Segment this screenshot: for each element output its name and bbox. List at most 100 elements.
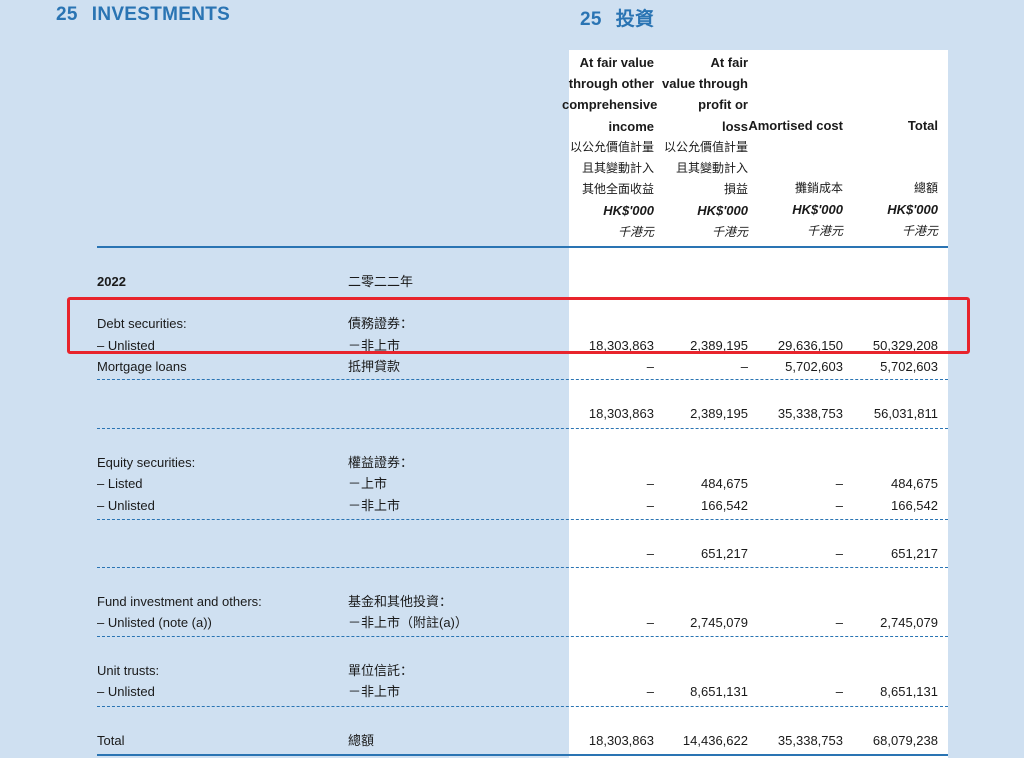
cell-value: 2,389,195: [690, 406, 748, 421]
header-line: loss: [721, 118, 748, 134]
cell-value: –: [646, 546, 654, 561]
column-header-total: Total 總額 HK$'000 千港元: [846, 115, 938, 242]
row-label: Unit trusts:: [97, 663, 160, 678]
column-header-fvtpl: At fair value through profit or loss 以公允…: [656, 52, 748, 243]
cell-value: 14,436,622: [682, 733, 748, 748]
cell-value: –: [835, 615, 843, 630]
header-line: income: [608, 118, 654, 134]
cell-value: –: [835, 546, 843, 561]
row-label-zh: －上市: [348, 476, 388, 491]
row-label-zh: －非上市: [348, 684, 401, 699]
header-line-zh: 且其變動計入: [581, 161, 654, 176]
row-label: – Unlisted: [97, 684, 155, 699]
row-label: – Listed: [97, 476, 143, 491]
header-line-zh: 且其變動計入: [675, 161, 748, 176]
header-line-zh: 損益: [723, 182, 748, 197]
divider: [97, 636, 948, 637]
cell-value: –: [646, 498, 654, 513]
divider: [97, 379, 948, 380]
debt-unlisted-row: – Unlisted －非上市 18,303,863 2,389,195 29,…: [0, 335, 1024, 357]
row-label-zh: 權益證券：: [348, 455, 414, 470]
cell-value: 8,651,131: [880, 684, 938, 699]
cell-value: 484,675: [891, 476, 938, 491]
cell-value: 56,031,811: [873, 406, 938, 421]
header-line: Total: [907, 118, 938, 133]
divider: [97, 567, 948, 568]
header-line-zh: 總額: [913, 181, 938, 196]
header-unit: HK$'000: [697, 203, 748, 219]
header-unit-zh: 千港元: [617, 224, 654, 239]
cell-value: 166,542: [891, 498, 938, 513]
row-label-zh: －非上市: [348, 498, 401, 513]
debt-subtotal-row: 18,303,863 2,389,195 35,338,753 56,031,8…: [0, 403, 1024, 425]
header-line: profit or: [698, 97, 748, 113]
trusts-unlisted-row: – Unlisted －非上市 – 8,651,131 – 8,651,131: [0, 681, 1024, 703]
trusts-label-row: Unit trusts: 單位信託：: [0, 660, 1024, 682]
cell-value: –: [835, 684, 843, 699]
cell-value: 29,636,150: [777, 338, 843, 353]
header-unit-zh: 千港元: [806, 223, 843, 238]
cell-value: 484,675: [701, 476, 748, 491]
header-unit: HK$'000: [603, 203, 654, 219]
cell-value: –: [646, 476, 654, 491]
header-line-zh: 其他全面收益: [581, 182, 654, 197]
equity-listed-row: – Listed －上市 – 484,675 – 484,675: [0, 473, 1024, 495]
header-rule: [97, 246, 948, 248]
total-rule: [97, 754, 948, 756]
column-header-amortised: Amortised cost 攤銷成本 HK$'000 千港元: [746, 115, 843, 242]
row-label-zh: 債務證券：: [348, 316, 414, 331]
header-line-zh: 以公允價值計量: [663, 139, 748, 154]
divider: [97, 428, 948, 429]
row-label-zh: －非上市（附註(a)）: [348, 615, 468, 630]
equity-label-row: Equity securities: 權益證券：: [0, 452, 1024, 474]
section-heading-zh: 25 投資: [580, 4, 654, 31]
divider: [97, 519, 948, 520]
header-line: Amortised cost: [748, 118, 843, 133]
cell-value: –: [646, 615, 654, 630]
fund-label-row: Fund investment and others: 基金和其他投資：: [0, 591, 1024, 613]
mortgage-row: Mortgage loans 抵押貸款 – – 5,702,603 5,702,…: [0, 356, 1024, 378]
row-label: Equity securities:: [97, 455, 196, 470]
total-row: Total 總額 18,303,863 14,436,622 35,338,75…: [0, 730, 1024, 752]
cell-value: 5,702,603: [785, 359, 843, 374]
section-number-zh: 25: [580, 9, 602, 30]
header-line: comprehensive: [562, 97, 658, 113]
header-unit: HK$'000: [887, 202, 938, 218]
cell-value: 18,303,863: [588, 733, 654, 748]
row-label-zh: 單位信託：: [348, 663, 414, 678]
equity-unlisted-row: – Unlisted －非上市 – 166,542 – 166,542: [0, 495, 1024, 517]
cell-value: –: [835, 476, 843, 491]
cell-value: 18,303,863: [588, 406, 654, 421]
header-line: through other: [568, 76, 654, 92]
header-line: value through: [662, 76, 748, 92]
row-label: – Unlisted: [97, 498, 155, 513]
header-unit-zh: 千港元: [711, 224, 748, 239]
row-label-zh: 抵押貸款: [348, 359, 401, 374]
cell-value: –: [646, 359, 654, 374]
section-title-zh: 投資: [615, 9, 655, 30]
cell-value: 68,079,238: [872, 733, 938, 748]
cell-value: –: [835, 498, 843, 513]
cell-value: –: [646, 684, 654, 699]
year-row: 2022 二零二二年: [0, 271, 1024, 293]
header-unit-zh: 千港元: [901, 223, 938, 238]
row-label: Mortgage loans: [97, 359, 187, 374]
row-label: Debt securities:: [97, 316, 187, 331]
row-label: – Unlisted: [97, 338, 155, 353]
header-line-zh: 攤銷成本: [794, 181, 843, 196]
column-header-fvoci: At fair value through other comprehensiv…: [562, 52, 658, 243]
cell-value: 2,745,079: [880, 615, 938, 630]
cell-value: 35,338,753: [777, 406, 843, 421]
year-label-zh: 二零二二年: [348, 274, 414, 289]
figures-column-panel: [569, 50, 948, 758]
header-line: At fair: [710, 55, 748, 70]
row-label-zh: 基金和其他投資：: [348, 594, 453, 609]
row-label-zh: 總額: [348, 733, 375, 748]
highlight-box: [67, 297, 970, 354]
header-line-zh: 以公允價值計量: [569, 139, 654, 154]
cell-value: 2,745,079: [690, 615, 748, 630]
section-title: INVESTMENTS: [91, 4, 231, 25]
cell-value: 651,217: [701, 546, 748, 561]
year-label: 2022: [97, 274, 126, 289]
row-label: – Unlisted (note (a)): [97, 615, 212, 630]
